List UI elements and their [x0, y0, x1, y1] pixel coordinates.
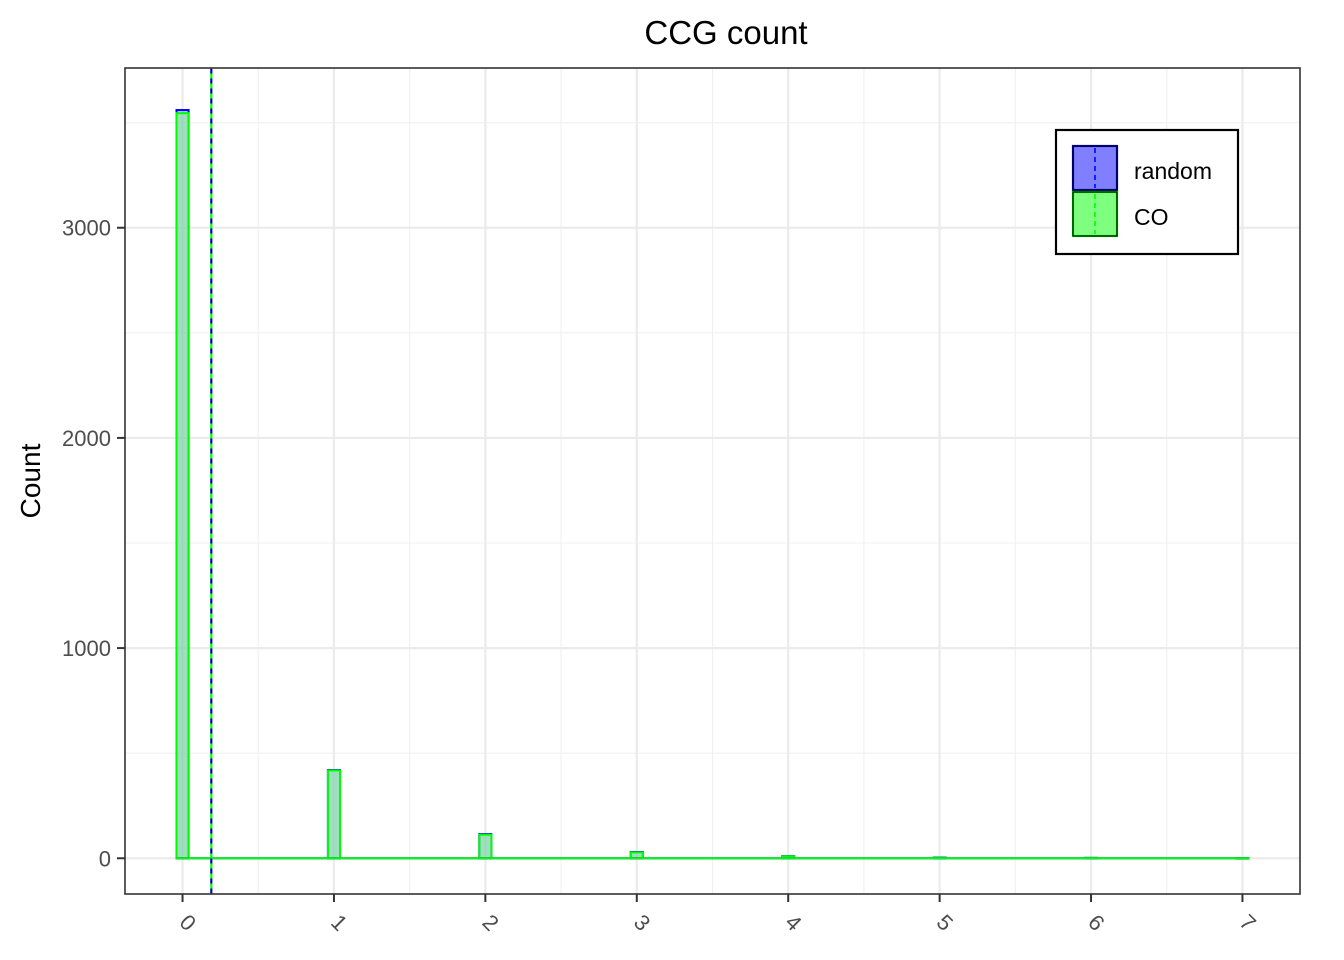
x-tick-label: 7 — [1235, 910, 1261, 936]
y-tick-label: 1000 — [62, 636, 111, 661]
legend-key-random-outline — [1072, 145, 1118, 191]
x-axis-ticks: 0 1 2 3 4 5 6 7 — [175, 894, 1261, 936]
x-tick-label: 6 — [1083, 910, 1109, 936]
y-axis-ticks: 0 1000 2000 3000 — [62, 216, 125, 871]
x-tick-label: 1 — [326, 910, 352, 936]
bar-co-1 — [326, 769, 342, 860]
x-tick-label: 3 — [629, 910, 655, 936]
x-tick-label: 2 — [478, 910, 504, 936]
x-tick-label: 4 — [780, 910, 806, 936]
legend: random CO — [1054, 128, 1240, 256]
chart-title: CCG count — [644, 14, 807, 51]
legend-label-random: random — [1134, 158, 1212, 184]
legend-label-co: CO — [1134, 204, 1169, 230]
bar-co-2 — [478, 833, 493, 860]
y-axis-title: Count — [15, 443, 46, 518]
x-tick-label: 5 — [932, 910, 958, 936]
histogram-bars — [175, 109, 1250, 860]
y-tick-label: 2000 — [62, 426, 111, 451]
panel-border — [124, 67, 1301, 895]
x-tick-label: 0 — [175, 910, 201, 936]
legend-key-co-outline — [1072, 191, 1118, 237]
y-tick-label: 0 — [99, 846, 111, 871]
y-tick-label: 3000 — [62, 216, 111, 241]
bar-co-0 — [175, 112, 190, 860]
